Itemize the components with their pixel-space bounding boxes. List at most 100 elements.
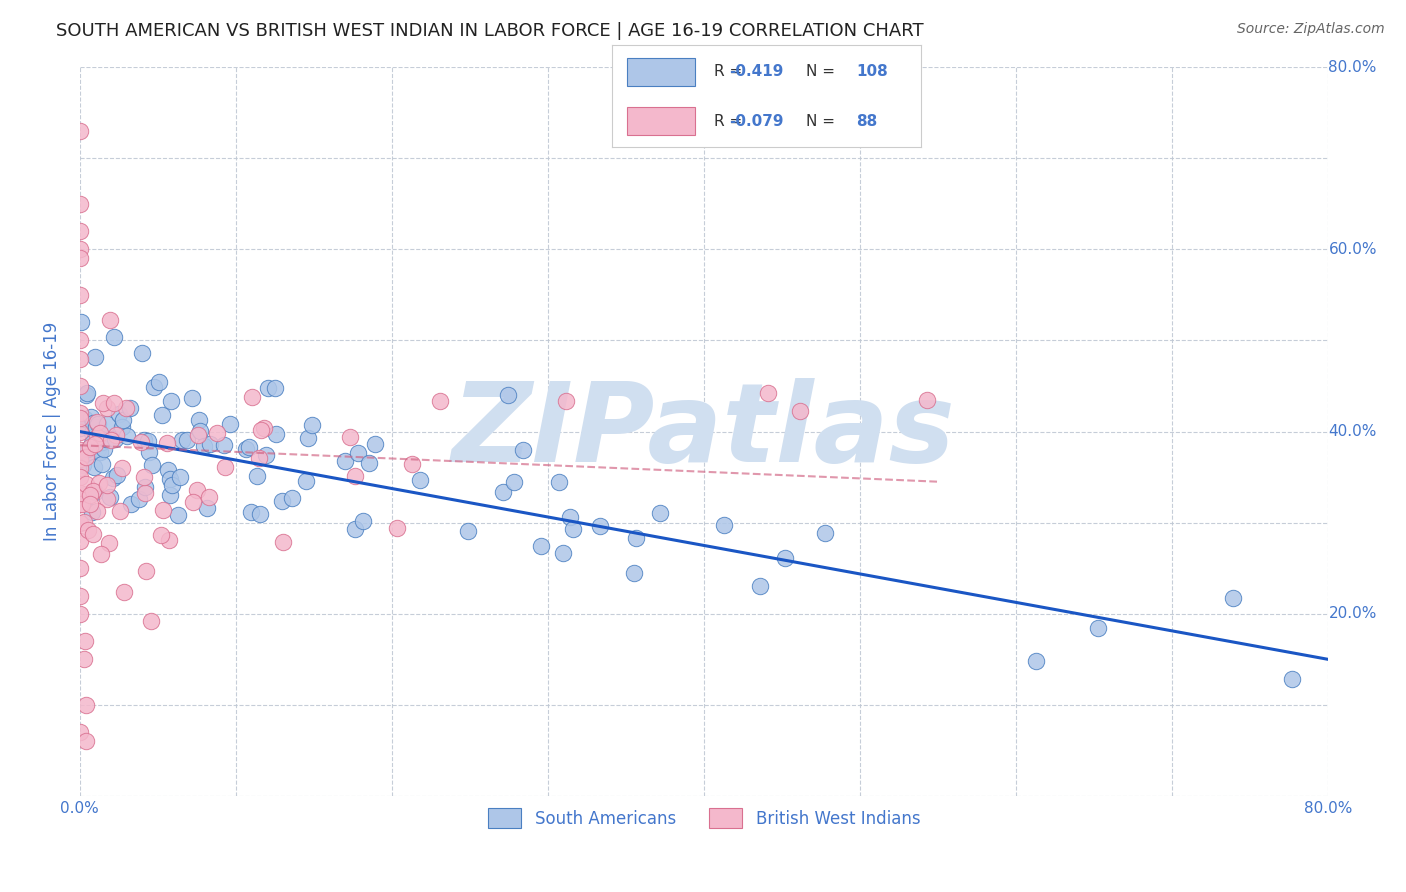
Point (69, 411, 91, 425)
Point (69, 561, 91, 575)
Text: Source: ZipAtlas.com: Source: ZipAtlas.com (1237, 22, 1385, 37)
Point (247, 450, 270, 465)
Point (180, 391, 202, 405)
Point (70, 446, 93, 460)
Point (347, 446, 370, 460)
Point (1281, 672, 1303, 686)
Point (69, 442, 91, 457)
Point (148, 375, 170, 389)
Point (187, 413, 209, 427)
Point (69, 725, 91, 739)
Point (333, 454, 356, 468)
Point (429, 394, 451, 409)
Point (132, 433, 155, 447)
Point (624, 531, 647, 545)
Point (134, 480, 156, 494)
Point (86, 504, 108, 518)
Point (169, 470, 191, 484)
Point (107, 407, 129, 421)
Point (301, 417, 323, 432)
Bar (627, 107, 695, 135)
Point (83, 437, 105, 451)
Bar (627, 58, 695, 86)
Text: -0.419: -0.419 (730, 64, 783, 79)
Point (80, 436, 103, 450)
Point (713, 518, 735, 533)
Point (89, 429, 111, 443)
Point (152, 503, 174, 517)
Point (80, 409, 103, 424)
Point (264, 381, 287, 395)
Point (218, 417, 240, 432)
Point (136, 434, 159, 448)
Point (558, 510, 581, 524)
Point (187, 428, 209, 442)
Point (160, 393, 183, 408)
Point (87, 417, 110, 432)
Point (69, 461, 91, 475)
Point (87, 442, 110, 456)
Point (103, 471, 125, 485)
Point (548, 475, 571, 489)
Point (249, 507, 271, 521)
Point (75, 476, 97, 491)
Point (214, 459, 236, 474)
Point (139, 614, 162, 628)
Point (150, 527, 173, 541)
Point (79, 440, 101, 454)
Point (69, 334, 91, 348)
Point (89, 476, 111, 491)
Point (814, 525, 837, 540)
Point (89, 425, 111, 440)
Point (181, 495, 204, 509)
Point (142, 380, 165, 394)
Point (79, 497, 101, 511)
Text: 20.0%: 20.0% (1329, 607, 1376, 622)
Point (69, 533, 91, 548)
Text: 88: 88 (856, 113, 877, 128)
Text: 60.0%: 60.0% (1329, 242, 1376, 257)
Point (150, 408, 173, 422)
Point (401, 458, 423, 472)
Text: -0.079: -0.079 (730, 113, 783, 128)
Point (73, 515, 96, 529)
Text: 108: 108 (856, 64, 887, 79)
Point (80, 426, 103, 441)
Point (198, 490, 221, 504)
Point (748, 579, 770, 593)
Point (235, 442, 257, 456)
Point (69, 288, 91, 302)
Point (69, 351, 91, 366)
Text: 40.0%: 40.0% (1329, 424, 1376, 439)
Text: R =: R = (714, 113, 747, 128)
Point (69, 406, 91, 420)
Point (108, 504, 131, 518)
Point (82, 416, 104, 430)
Point (120, 401, 142, 415)
Point (496, 388, 519, 402)
Point (90, 547, 112, 561)
Point (135, 564, 157, 578)
Point (100, 313, 122, 327)
Point (297, 431, 319, 445)
Point (561, 522, 583, 536)
Point (79, 487, 101, 501)
Point (589, 518, 612, 533)
Point (77, 442, 100, 457)
Point (86, 430, 108, 444)
Point (75, 450, 97, 464)
Point (266, 426, 288, 441)
Point (111, 419, 134, 434)
Point (128, 492, 150, 507)
Point (270, 493, 292, 508)
Text: N =: N = (807, 64, 841, 79)
Point (387, 521, 409, 535)
Point (915, 392, 938, 407)
Text: SOUTH AMERICAN VS BRITISH WEST INDIAN IN LABOR FORCE | AGE 16-19 CORRELATION CHA: SOUTH AMERICAN VS BRITISH WEST INDIAN IN… (56, 22, 924, 40)
Point (69, 196, 91, 211)
Point (69, 379, 91, 393)
Point (75, 388, 97, 402)
Point (69, 498, 91, 512)
Point (188, 424, 211, 438)
Point (105, 468, 128, 483)
